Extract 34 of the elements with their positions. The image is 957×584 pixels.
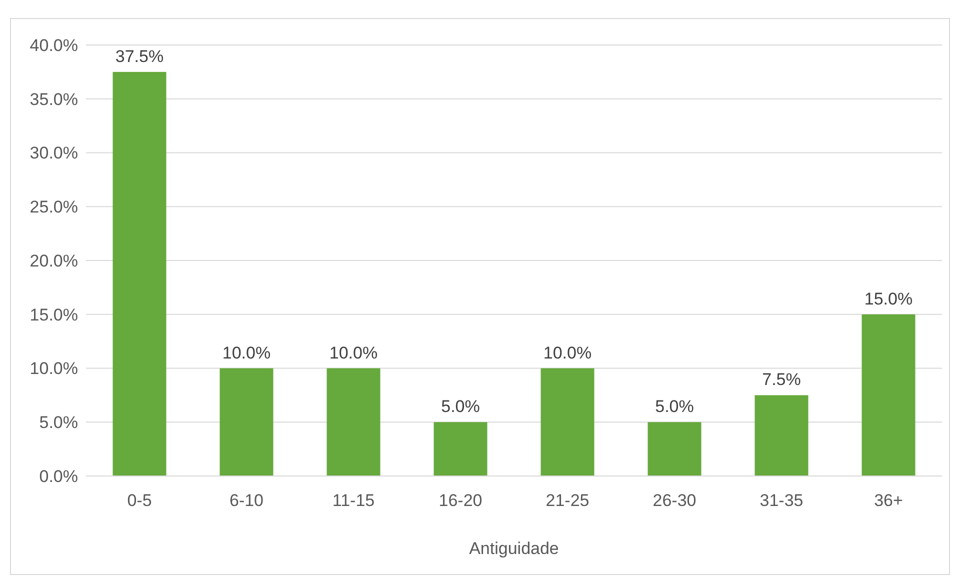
y-tick-label: 30.0%: [30, 144, 78, 163]
x-tick-label: 36+: [874, 491, 903, 510]
y-tick-label: 25.0%: [30, 198, 78, 217]
x-tick-label: 31-35: [760, 491, 804, 510]
y-tick-label: 40.0%: [30, 36, 78, 55]
x-tick-label: 26-30: [652, 491, 696, 510]
bar: [862, 314, 916, 476]
data-label: 5.0%: [655, 397, 694, 416]
x-tick-label: 11-15: [332, 491, 375, 510]
bar: [434, 422, 488, 476]
x-tick-label: 16-20: [438, 491, 482, 510]
bar: [540, 368, 594, 476]
bar: [220, 368, 274, 476]
bar: [648, 422, 702, 476]
data-label: 7.5%: [762, 370, 801, 390]
y-tick-label: 0.0%: [39, 466, 78, 486]
x-tick-label: 21-25: [546, 491, 590, 510]
bar: [326, 368, 380, 476]
y-tick-label: 20.0%: [30, 251, 78, 270]
y-tick-label: 35.0%: [30, 90, 78, 109]
x-axis-title: Antiguidade: [469, 539, 559, 558]
y-tick-label: 5.0%: [39, 413, 78, 432]
data-label: 10.0%: [543, 343, 592, 362]
data-label: 37.5%: [115, 46, 164, 66]
x-tick-label: 6-10: [229, 491, 264, 510]
y-tick-label: 10.0%: [30, 359, 78, 378]
data-label: 10.0%: [222, 343, 271, 362]
data-label: 5.0%: [441, 397, 480, 416]
data-label: 10.0%: [329, 343, 378, 362]
x-tick-label: 0-5: [127, 491, 152, 510]
bar: [112, 72, 166, 476]
y-tick-label: 15.0%: [30, 305, 78, 324]
data-label: 15.0%: [864, 289, 913, 308]
bar: [754, 395, 808, 476]
